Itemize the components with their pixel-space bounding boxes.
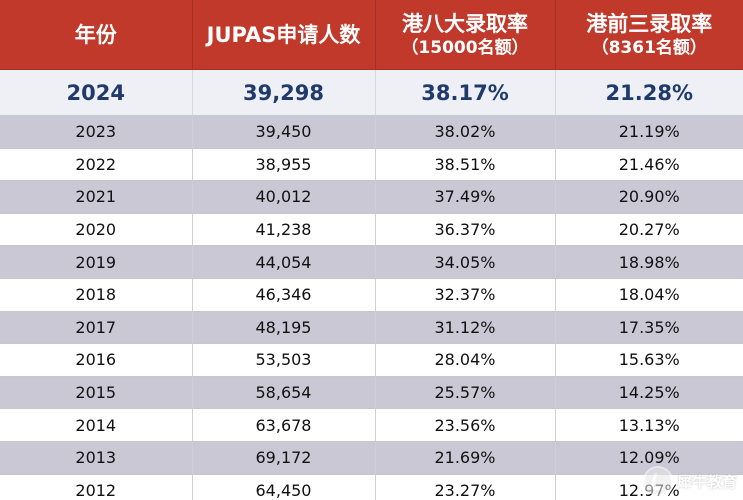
- cell-hk8-rate[interactable]: 23.27%: [375, 474, 556, 500]
- cell-top3-rate[interactable]: 14.25%: [555, 376, 743, 410]
- header-year[interactable]: 年份: [0, 0, 193, 70]
- cell-applicants[interactable]: 38,955: [192, 148, 376, 182]
- cell-year[interactable]: 2013: [0, 441, 193, 475]
- cell-top3-rate[interactable]: 21.46%: [555, 148, 743, 182]
- table-row: 2014 63,678 23.56% 13.13%: [0, 408, 743, 442]
- watermark-text: 犀牛教育: [676, 472, 737, 491]
- header-applicants-label: JUPAS申请人数: [206, 22, 361, 47]
- table-row: 2022 38,955 38.51% 21.46%: [0, 148, 743, 182]
- cell-applicants[interactable]: 64,450: [192, 474, 376, 500]
- cell-hk8-rate[interactable]: 23.56%: [375, 408, 556, 442]
- header-top3-quota: （8361名额）: [591, 37, 707, 58]
- cell-top3-rate[interactable]: 20.90%: [555, 180, 743, 214]
- cell-year[interactable]: 2012: [0, 474, 193, 500]
- header-top3-label: 港前三录取率: [586, 11, 713, 36]
- cell-year[interactable]: 2022: [0, 148, 193, 182]
- cell-year[interactable]: 2020: [0, 213, 193, 247]
- cell-year[interactable]: 2023: [0, 115, 193, 149]
- cell-top3-rate[interactable]: 17.35%: [555, 311, 743, 345]
- cell-applicants[interactable]: 63,678: [192, 408, 376, 442]
- cell-top3-rate[interactable]: 20.27%: [555, 213, 743, 247]
- cell-hk8-rate[interactable]: 21.69%: [375, 441, 556, 475]
- header-hk8-label: 港八大录取率: [402, 11, 528, 36]
- table-row: 2020 41,238 36.37% 20.27%: [0, 213, 743, 247]
- table-row: 2017 48,195 31.12% 17.35%: [0, 311, 743, 345]
- cell-top3-rate[interactable]: 21.19%: [555, 115, 743, 149]
- cell-year[interactable]: 2015: [0, 376, 193, 410]
- table-row: 2019 44,054 34.05% 18.98%: [0, 245, 743, 279]
- cell-hk8-rate[interactable]: 28.04%: [375, 343, 556, 377]
- cell-hk8-rate[interactable]: 34.05%: [375, 245, 556, 279]
- cell-hk8-rate[interactable]: 38.17%: [375, 69, 556, 116]
- cell-applicants[interactable]: 69,172: [192, 441, 376, 475]
- cell-top3-rate[interactable]: 18.04%: [555, 278, 743, 312]
- cell-year[interactable]: 2014: [0, 408, 193, 442]
- table-row: 2021 40,012 37.49% 20.90%: [0, 180, 743, 214]
- table-row: 2013 69,172 21.69% 12.09%: [0, 441, 743, 475]
- cell-hk8-rate[interactable]: 36.37%: [375, 213, 556, 247]
- header-top3-rate[interactable]: 港前三录取率 （8361名额）: [555, 0, 743, 70]
- cell-year[interactable]: 2021: [0, 180, 193, 214]
- table-row: 2023 39,450 38.02% 21.19%: [0, 115, 743, 149]
- cell-hk8-rate[interactable]: 38.02%: [375, 115, 556, 149]
- cell-top3-rate[interactable]: 18.98%: [555, 245, 743, 279]
- cell-year[interactable]: 2024: [0, 69, 193, 116]
- cell-applicants[interactable]: 44,054: [192, 245, 376, 279]
- cell-applicants[interactable]: 48,195: [192, 311, 376, 345]
- cell-hk8-rate[interactable]: 32.37%: [375, 278, 556, 312]
- cell-year[interactable]: 2016: [0, 343, 193, 377]
- cell-applicants[interactable]: 40,012: [192, 180, 376, 214]
- cell-top3-rate[interactable]: 21.28%: [555, 69, 743, 116]
- cell-top3-rate[interactable]: 15.63%: [555, 343, 743, 377]
- cell-year[interactable]: 2017: [0, 311, 193, 345]
- table-row: 2016 53,503 28.04% 15.63%: [0, 343, 743, 377]
- header-hk8-quota: （15000名额）: [401, 37, 529, 58]
- header-row: 年份 JUPAS申请人数 港八大录取率 （15000名额） 港前三录取率 （83…: [0, 0, 743, 70]
- header-hk8-rate[interactable]: 港八大录取率 （15000名额）: [375, 0, 556, 70]
- cell-top3-rate[interactable]: 13.13%: [555, 408, 743, 442]
- watermark: 犀牛教育: [642, 466, 737, 496]
- cell-hk8-rate[interactable]: 38.51%: [375, 148, 556, 182]
- highlight-row: 2024 39,298 38.17% 21.28%: [0, 69, 743, 116]
- cell-applicants[interactable]: 53,503: [192, 343, 376, 377]
- header-applicants[interactable]: JUPAS申请人数: [192, 0, 376, 70]
- table-row: 2015 58,654 25.57% 14.25%: [0, 376, 743, 410]
- table-row: 2018 46,346 32.37% 18.04%: [0, 278, 743, 312]
- cell-hk8-rate[interactable]: 37.49%: [375, 180, 556, 214]
- cell-applicants[interactable]: 46,346: [192, 278, 376, 312]
- cell-year[interactable]: 2018: [0, 278, 193, 312]
- header-year-label: 年份: [74, 22, 117, 47]
- cell-hk8-rate[interactable]: 31.12%: [375, 311, 556, 345]
- cell-hk8-rate[interactable]: 25.57%: [375, 376, 556, 410]
- cell-year[interactable]: 2019: [0, 245, 193, 279]
- cell-applicants[interactable]: 58,654: [192, 376, 376, 410]
- cell-applicants[interactable]: 39,298: [192, 69, 376, 116]
- cell-applicants[interactable]: 41,238: [192, 213, 376, 247]
- cell-applicants[interactable]: 39,450: [192, 115, 376, 149]
- rhino-logo-icon: [642, 466, 673, 496]
